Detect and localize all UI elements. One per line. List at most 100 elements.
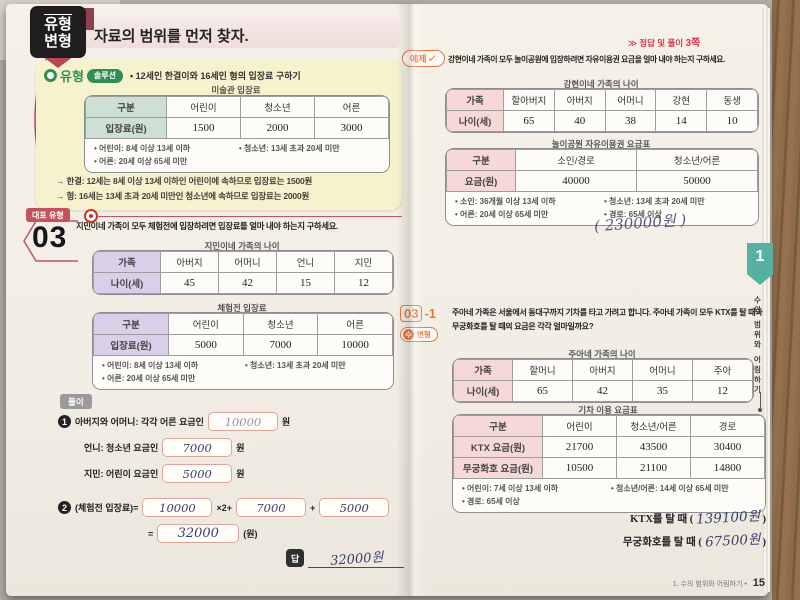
step-number-icon: 1 (58, 415, 71, 428)
header-cell: 어머니 (632, 359, 693, 381)
answer-suffix: ) (762, 514, 767, 525)
unit-label: 원 (236, 443, 245, 453)
answer-box: 7000 (162, 438, 233, 457)
value-cell: 40 (553, 110, 606, 132)
unit-label: (원) (243, 529, 258, 539)
handwritten-value: 5000 (182, 466, 212, 481)
answer-underline: 32000원 (308, 548, 405, 569)
handwritten-value: 32000 (177, 526, 219, 541)
answer-label-badge: 답 (286, 549, 305, 567)
value-cell: 65 (503, 110, 555, 132)
conclusion-line-1: → 한결: 12세는 8세 이상 13세 이하인 어린이에 속하므로 입장료는 … (56, 176, 313, 186)
header-cell: 청소년 (242, 313, 319, 335)
family-age-table: 가족 할아버지 아버지 어머니 강현 동생 나이(세) 65 40 38 14 … (445, 88, 759, 133)
book-spine-shadow (396, 4, 426, 596)
solution-badge: 풀이 (60, 394, 92, 409)
ribbon-tail-icon (42, 56, 74, 68)
unit-label: 원 (281, 417, 291, 427)
header-cell: 청소년/어른 (636, 149, 758, 171)
header-cell: 가족 (446, 89, 504, 111)
section-divider-line (98, 216, 402, 217)
answer-box: 5000 (162, 464, 233, 483)
variation-label: 03 -1 (400, 305, 436, 322)
answer-box: 32000 (157, 524, 240, 543)
header-cell: 주아 (692, 359, 753, 381)
variation-question: 주아네 가족은 서울에서 동대구까지 기차를 타고 가려고 합니다. 주아네 가… (452, 308, 763, 331)
note: • 경로: 65세 이상 (462, 497, 520, 506)
page-edge-stack (762, 8, 770, 592)
park-fee-table-caption: 놀이공원 자유이용권 요금표 (551, 139, 651, 149)
family-age-table: 가족 아버지 어머니 언니 지민 나이(세) 45 42 15 12 (92, 250, 394, 295)
equals-sign: = (148, 528, 154, 539)
value-cell: 2000 (240, 117, 315, 139)
header-cell: 어린이 (542, 415, 617, 437)
header-cell: 소인/경로 (515, 149, 637, 171)
value-cell: 21100 (616, 457, 691, 479)
example-number: 03 (32, 221, 68, 254)
check-icon: ✓ (426, 52, 438, 66)
value-cell: 7000 (242, 334, 319, 356)
header-cell: 어린이 (168, 313, 244, 335)
value-cell: 3000 (314, 117, 389, 139)
solution-step-2: 2 (체험전 입장료)= 10000 ×2+ 7000 + 5000 (58, 498, 390, 517)
answer-box: 10000 (207, 412, 278, 431)
badge-sub-label: 솔루션 (86, 68, 124, 83)
answer-box: 10000 (142, 498, 213, 517)
answer-reference-text: ≫ 정답 및 풀이 (628, 38, 684, 48)
family-age-table-caption: 지민이네 가족의 나이 (204, 241, 280, 251)
header-cell: 지민 (334, 251, 393, 273)
example-question: 강현이네 가족이 모두 놀이공원에 입장하려면 자유이용권 요금을 얼마 내야 … (448, 55, 725, 64)
header-cell: 가족 (453, 359, 513, 381)
handwritten-value: 10000 (159, 500, 196, 515)
header-cell: 구분 (93, 313, 169, 335)
header-cell: 아버지 (553, 89, 606, 111)
header-cell: 구분 (453, 415, 543, 437)
section-title: 자료의 범위를 먼저 찾자. (94, 28, 249, 45)
museum-fee-table: 구분 어린이 청소년 어른 입장료(원) 1500 2000 3000 • 어린… (84, 95, 390, 173)
row-label-cell: 나이(세) (93, 272, 161, 294)
note: • 경로: 65세 이상 (604, 210, 662, 219)
variation-number: 03 (400, 305, 423, 322)
solution-step-1b: 언니: 청소년 요금인 7000 원 (84, 438, 245, 457)
unit-label: 원 (236, 469, 245, 479)
value-cell: 45 (160, 272, 219, 294)
header-cell: 청소년/어른 (616, 415, 691, 437)
museum-table-caption: 미술관 입장료 (211, 85, 261, 95)
train-fare-table-caption: 기차 이용 요금표 (578, 405, 638, 415)
value-cell: 14800 (690, 457, 765, 479)
row-label-cell: 입장료(원) (85, 117, 167, 139)
type-variation-badge: 유형 변형 (30, 6, 86, 58)
value-cell: 50000 (636, 170, 758, 192)
badge-line-2: 변형 (44, 33, 72, 50)
solution-step-1: 1 아버지와 어머니: 각각 어른 요금인 10000 원 (58, 412, 290, 431)
section-title-banner (56, 18, 400, 48)
value-cell: 14 (655, 110, 708, 132)
park-fee-table: 구분 소인/경로 청소년/어른 요금(원) 40000 50000 • 소인: … (445, 148, 759, 226)
panel-task-text: • 12세인 한결이와 16세인 형의 입장료 구하기 (130, 71, 301, 81)
step-number-icon: 2 (58, 501, 71, 514)
row-label-cell: 무궁화호 요금(원) (453, 457, 543, 479)
value-cell: 10000 (317, 334, 393, 356)
ktx-answer-row: KTX를 탈 때 ( 139100원 ) (530, 506, 767, 527)
row-label-cell: 나이(세) (453, 380, 513, 402)
age-criteria-notes: • 어린이: 8세 이상 13세 이하 • 청소년: 13세 초과 20세 미만… (85, 139, 389, 172)
header-cell: 어머니 (218, 251, 277, 273)
example-badge-label: 예제 (410, 52, 427, 65)
value-cell: 35 (632, 380, 693, 402)
header-cell: 언니 (276, 251, 335, 273)
value-cell: 1500 (166, 117, 241, 139)
step-text: 지민: 어린이 요금인 (84, 469, 159, 479)
header-cell: 구분 (85, 96, 167, 118)
header-cell: 가족 (93, 251, 161, 273)
row-label-cell: KTX 요금(원) (453, 436, 543, 458)
value-cell: 12 (334, 272, 393, 294)
value-cell: 10500 (542, 457, 617, 479)
exhibit-fee-table-caption: 체험전 입장료 (217, 303, 267, 313)
answer-reference-page: 3쪽 (685, 38, 701, 49)
step-text: 아버지와 어머니: 각각 어른 요금인 (75, 417, 204, 427)
family-age-table: 가족 할머니 아버지 어머니 주아 나이(세) 65 42 35 12 (452, 358, 754, 403)
note: • 어린이: 7세 이상 13세 이하 (462, 484, 559, 493)
value-cell: 12 (692, 380, 753, 402)
variation-suffix: -1 (424, 306, 437, 321)
answer-prefix: KTX를 탈 때 ( (630, 514, 694, 525)
